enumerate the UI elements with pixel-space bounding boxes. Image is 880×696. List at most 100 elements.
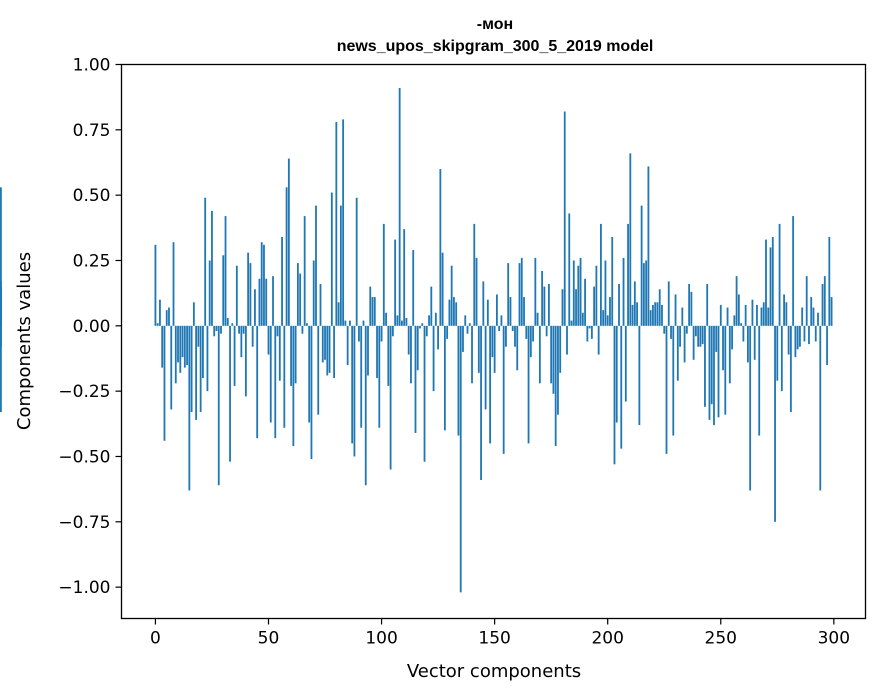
bar-component-207 [622,257,625,326]
bar-component-278 [783,294,785,326]
bar-component-74 [321,325,324,363]
bar-component-81 [337,302,340,326]
bar-component-0 [154,244,157,326]
bar-component-97 [373,297,376,326]
bar-component-230 [674,294,677,326]
bar-component-14 [186,325,188,366]
bar-component-143 [477,325,480,373]
bar-component-35 [233,325,236,386]
bar-component-259 [740,323,743,326]
bar-component-119 [423,325,426,462]
bar-component-43 [251,325,254,347]
bar-component-245 [708,325,711,420]
bar-component-6 [168,307,170,326]
bar-component-3 [161,325,164,368]
bar-component-78 [330,192,333,326]
bar-component-59 [287,158,290,326]
bar-component-283 [794,325,797,358]
bar-component-183 [568,213,571,326]
y-axis-label: Components values [14,252,35,430]
x-tick-label: 200 [591,629,623,649]
bar-component-5 [165,310,168,326]
bar-component-220 [652,304,654,326]
bar-component-164 [525,325,528,339]
bar-component-272 [769,247,772,326]
bar-component-94 [367,325,369,376]
y-tick-label: −1.00 [58,578,110,598]
bar-component-7 [170,325,173,410]
bar-component-246 [710,325,713,405]
bar-component-232 [679,325,681,347]
bar-component-13 [183,325,186,368]
bar-component-91 [360,325,363,428]
bar-component-102 [385,312,387,326]
bar-component-296 [823,276,826,326]
bar-component-69 [310,325,313,460]
bar-component-48 [263,244,265,326]
bar-component-30 [222,255,225,326]
bar-component-118 [421,323,424,326]
bar-component-188 [579,257,582,326]
bar-component-223 [658,289,661,326]
bar-component-39 [242,325,245,334]
bar-component-199 [604,260,607,326]
bar-component-34 [231,323,234,326]
bar-component-122 [430,286,433,326]
bar-component-144 [480,325,482,480]
bar-component-108 [398,88,401,326]
bar-component-286 [801,307,804,326]
bar-component-178 [557,325,559,415]
bar-component-184 [570,320,573,326]
bar-component-175 [550,325,553,384]
bar-component-44 [254,289,256,326]
bar-component-177 [554,325,557,447]
bar-component-198 [602,310,605,326]
bar-component-62 [294,325,297,384]
bar-component-299 [830,297,833,326]
bar-component-61 [292,325,295,447]
bar-component-52 [272,276,274,326]
bar-component-109 [401,320,403,326]
bar-component-293 [817,312,819,326]
bar-component-58 [285,187,288,326]
bar-component-254 [728,325,731,384]
bar-component-202 [611,236,614,326]
bar-component-68 [308,325,311,423]
bar-component-46 [258,278,261,326]
bar-component-170 [538,325,541,384]
bar-component-111 [405,317,408,326]
x-axis-label: Vector components [407,661,581,682]
bar-component-15 [188,325,191,491]
chart-title-line-2: news_upos_skipgram_300_5_2019 model [337,38,654,55]
x-tick-label: 100 [365,629,397,649]
bar-component-51 [269,325,272,423]
bar-component-206 [620,325,623,449]
bar-component-281 [789,325,792,413]
bar-component-40 [244,325,247,397]
bar-component-168 [534,257,537,326]
bar-component-265 [753,325,756,360]
bar-component-165 [527,325,530,444]
bar-component-194 [593,286,596,326]
bar-component-244 [706,284,709,326]
bar-component-231 [676,325,679,381]
bar-component-261 [744,304,747,326]
bar-component-255 [731,325,733,350]
bar-component-104 [389,325,392,470]
bar-component-17 [192,302,195,326]
bar-component-75 [324,325,326,360]
bar-component-280 [787,325,790,355]
bar-component-263 [749,325,752,491]
bar-component-190 [584,278,586,326]
bar-component-47 [260,242,263,326]
bar-component-276 [778,223,781,326]
bar-component-267 [758,325,761,436]
bar-component-249 [717,325,720,418]
x-axis-ticks: 0 50 100 150 200 250 300 [150,618,850,649]
bar-component-32 [226,317,229,326]
bar-component-258 [737,294,740,326]
chart-title-line-1: -мон [477,16,513,33]
bar-component-153 [500,315,503,326]
bar-component-234 [683,325,686,363]
y-tick-label: 1.00 [73,56,111,76]
